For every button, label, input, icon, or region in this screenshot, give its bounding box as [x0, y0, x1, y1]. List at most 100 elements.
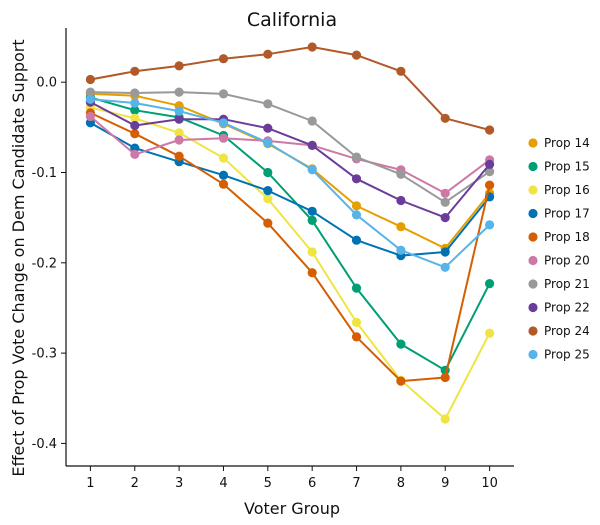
x-tick-label: 4 — [219, 476, 227, 491]
legend-label: Prop 22 — [544, 301, 590, 315]
x-tick-label: 10 — [481, 476, 498, 491]
legend-marker — [528, 185, 538, 195]
legend-marker — [528, 138, 538, 148]
legend-marker — [528, 161, 538, 172]
data-point-prop-20 — [218, 133, 229, 143]
data-point-prop-18 — [218, 179, 229, 189]
data-point-prop-21 — [485, 167, 495, 177]
legend-item-prop-16: Prop 16 — [528, 183, 590, 197]
legend-item-prop-25: Prop 25 — [528, 348, 590, 362]
series-line-prop-20 — [89, 115, 491, 195]
data-point-prop-20 — [440, 188, 450, 198]
y-tick-label: -0.3 — [32, 347, 57, 362]
data-point-prop-17 — [307, 206, 317, 216]
series-line-prop-17 — [89, 121, 491, 257]
data-point-prop-16 — [174, 128, 184, 138]
data-point-prop-21 — [174, 87, 184, 97]
legend-label: Prop 21 — [544, 277, 590, 291]
data-point-prop-21 — [351, 152, 362, 162]
data-point-prop-18 — [440, 372, 450, 383]
legend-item-prop-22: Prop 22 — [528, 301, 590, 315]
series-line-prop-21 — [90, 91, 491, 204]
x-tick-label: 7 — [352, 476, 360, 491]
data-point-prop-17 — [85, 118, 95, 128]
data-point-prop-25 — [485, 220, 495, 230]
data-point-prop-24 — [440, 113, 450, 123]
data-point-prop-22 — [263, 123, 273, 133]
legend-label: Prop 14 — [544, 136, 590, 150]
data-point-prop-15 — [351, 283, 362, 293]
legend-label: Prop 17 — [544, 207, 590, 221]
series-prop-24 — [85, 42, 495, 135]
legend-label: Prop 15 — [544, 160, 590, 174]
data-point-prop-22 — [396, 195, 406, 206]
data-point-prop-20 — [174, 135, 184, 145]
x-tick-label: 8 — [397, 476, 405, 491]
legend-label: Prop 18 — [544, 230, 590, 244]
data-point-prop-16 — [218, 153, 229, 163]
data-point-prop-24 — [485, 125, 495, 135]
series-prop-16 — [85, 102, 495, 424]
data-point-prop-24 — [396, 66, 406, 76]
data-point-prop-21 — [263, 99, 273, 109]
data-point-prop-21 — [307, 116, 317, 126]
x-tick-label: 6 — [308, 476, 316, 491]
legend-marker — [528, 279, 538, 289]
data-point-prop-16 — [263, 194, 273, 204]
series-prop-22 — [85, 97, 495, 223]
series-prop-20 — [85, 111, 495, 198]
data-point-prop-22 — [440, 213, 450, 223]
series-prop-21 — [85, 87, 495, 207]
data-point-prop-24 — [263, 49, 273, 59]
legend-label: Prop 20 — [544, 254, 590, 268]
x-tick-label: 2 — [131, 476, 139, 491]
series-line-prop-25 — [90, 98, 491, 269]
data-point-prop-18 — [307, 268, 317, 278]
data-point-prop-25 — [85, 94, 95, 104]
data-point-prop-14 — [351, 201, 362, 211]
legend-label: Prop 25 — [544, 348, 590, 362]
data-point-prop-15 — [307, 215, 317, 225]
data-point-prop-17 — [130, 143, 140, 153]
y-tick-label: 0.0 — [36, 76, 57, 91]
data-point-prop-25 — [263, 138, 273, 148]
data-point-prop-21 — [440, 197, 450, 207]
legend-label: Prop 16 — [544, 183, 590, 197]
data-point-prop-21 — [396, 169, 406, 179]
data-point-prop-24 — [130, 66, 140, 76]
legend-marker — [528, 208, 538, 219]
series-prop-15 — [85, 92, 495, 375]
legend-item-prop-18: Prop 18 — [528, 230, 590, 244]
legend-item-prop-21: Prop 21 — [528, 277, 590, 291]
legend-item-prop-20: Prop 20 — [528, 254, 590, 268]
data-point-prop-16 — [130, 113, 140, 123]
data-point-prop-22 — [174, 114, 184, 124]
series-line-prop-18 — [89, 111, 491, 383]
data-point-prop-24 — [174, 61, 184, 71]
data-point-prop-14 — [396, 222, 406, 232]
x-tick-label: 1 — [86, 476, 94, 491]
legend-marker — [528, 232, 538, 242]
legend-item-prop-24: Prop 24 — [528, 324, 590, 338]
data-point-prop-22 — [351, 174, 362, 184]
legend-marker — [528, 349, 538, 360]
legend-item-prop-14: Prop 14 — [528, 136, 590, 150]
x-axis-title: Voter Group — [244, 499, 340, 518]
legend-item-prop-15: Prop 15 — [528, 160, 590, 174]
data-point-prop-25 — [307, 165, 317, 175]
data-point-prop-17 — [351, 235, 362, 245]
data-point-prop-24 — [307, 42, 317, 52]
data-point-prop-21 — [218, 89, 229, 99]
series-line-prop-16 — [90, 106, 491, 420]
data-point-prop-15 — [130, 105, 140, 115]
legend-item-prop-17: Prop 17 — [528, 207, 590, 221]
data-point-prop-17 — [263, 186, 273, 196]
x-tick-label: 3 — [175, 476, 183, 491]
legend-marker — [528, 326, 538, 336]
x-tick-label: 5 — [264, 476, 272, 491]
series-line-prop-22 — [89, 101, 491, 219]
series-line-prop-24 — [90, 46, 490, 131]
data-point-prop-16 — [440, 414, 450, 424]
data-point-prop-25 — [396, 245, 406, 255]
